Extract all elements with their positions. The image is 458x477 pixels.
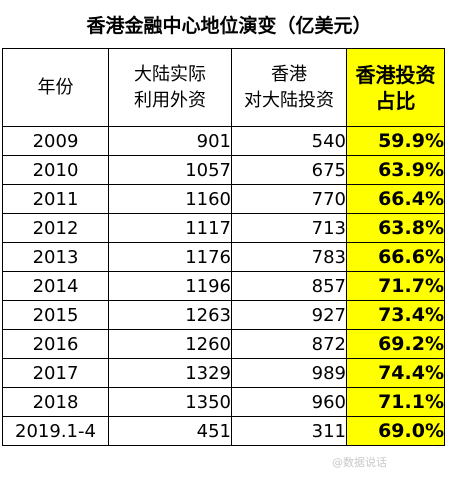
share-cell: 71.7%	[346, 271, 445, 301]
table-row: 2012 1117 713 63.8%	[2, 213, 445, 243]
header-share: 香港投资 占比	[346, 48, 445, 127]
table-row: 2010 1057 675 63.9%	[2, 155, 445, 185]
table-row: 2015 1263 927 73.4%	[2, 300, 445, 330]
share-cell: 69.2%	[346, 329, 445, 359]
share-cell: 63.9%	[346, 155, 445, 185]
header-share-line-2: 占比	[375, 88, 416, 113]
data-table: 年份 大陆实际 利用外资 香港 对大陆投资 香港投资 占比 2009 901 540…	[2, 48, 445, 446]
table-row: 2011 1160 770 66.4%	[2, 184, 445, 214]
table-row: 2018 1350 960 71.1%	[2, 387, 445, 417]
fdi-cell: 1263	[108, 300, 232, 330]
year-cell: 2019.1-4	[2, 416, 109, 446]
fdi-cell: 1160	[108, 184, 232, 214]
hk-investment-cell: 675	[231, 155, 347, 185]
share-cell: 59.9%	[346, 126, 445, 156]
header-fdi-line-1: 大陆实际	[134, 63, 206, 85]
share-cell: 74.4%	[346, 358, 445, 388]
header-year-line-1: 年份	[37, 76, 74, 98]
hk-investment-cell: 713	[231, 213, 347, 243]
header-hk-line-2: 对大陆投资	[244, 89, 334, 111]
share-cell: 73.4%	[346, 300, 445, 330]
hk-investment-cell: 857	[231, 271, 347, 301]
fdi-cell: 1260	[108, 329, 232, 359]
header-year: 年份	[2, 48, 109, 127]
share-cell: 66.4%	[346, 184, 445, 214]
share-cell: 66.6%	[346, 242, 445, 272]
header-row: 年份 大陆实际 利用外资 香港 对大陆投资 香港投资 占比	[2, 48, 445, 127]
fdi-cell: 1350	[108, 387, 232, 417]
hk-investment-cell: 927	[231, 300, 347, 330]
fdi-cell: 1196	[108, 271, 232, 301]
year-cell: 2012	[2, 213, 109, 243]
hk-investment-cell: 783	[231, 242, 347, 272]
hk-investment-cell: 540	[231, 126, 347, 156]
year-cell: 2017	[2, 358, 109, 388]
share-cell: 69.0%	[346, 416, 445, 446]
year-cell: 2016	[2, 329, 109, 359]
hk-investment-cell: 770	[231, 184, 347, 214]
year-cell: 2015	[2, 300, 109, 330]
table-row: 2019.1-4 451 311 69.0%	[2, 416, 445, 446]
hk-investment-cell: 989	[231, 358, 347, 388]
share-cell: 63.8%	[346, 213, 445, 243]
year-cell: 2014	[2, 271, 109, 301]
header-share-line-1: 香港投资	[355, 62, 436, 87]
table-title: 香港金融中心地位演变（亿美元）	[86, 14, 372, 37]
watermark: @数据说话	[332, 456, 387, 469]
year-cell: 2009	[2, 126, 109, 156]
share-cell: 71.1%	[346, 387, 445, 417]
header-fdi: 大陆实际 利用外资	[108, 48, 232, 127]
header-hk-investment: 香港 对大陆投资	[231, 48, 347, 127]
hk-investment-cell: 960	[231, 387, 347, 417]
hk-investment-cell: 311	[231, 416, 347, 446]
table-row: 2014 1196 857 71.7%	[2, 271, 445, 301]
year-cell: 2011	[2, 184, 109, 214]
fdi-cell: 901	[108, 126, 232, 156]
table-row: 2013 1176 783 66.6%	[2, 242, 445, 272]
table-row: 2016 1260 872 69.2%	[2, 329, 445, 359]
fdi-cell: 1176	[108, 242, 232, 272]
year-cell: 2018	[2, 387, 109, 417]
fdi-cell: 1117	[108, 213, 232, 243]
fdi-cell: 1329	[108, 358, 232, 388]
fdi-cell: 1057	[108, 155, 232, 185]
header-fdi-line-2: 利用外资	[134, 89, 206, 111]
fdi-cell: 451	[108, 416, 232, 446]
header-hk-line-1: 香港	[271, 63, 307, 85]
hk-investment-cell: 872	[231, 329, 347, 359]
table-row: 2017 1329 989 74.4%	[2, 358, 445, 388]
year-cell: 2013	[2, 242, 109, 272]
table-row: 2009 901 540 59.9%	[2, 126, 445, 156]
year-cell: 2010	[2, 155, 109, 185]
